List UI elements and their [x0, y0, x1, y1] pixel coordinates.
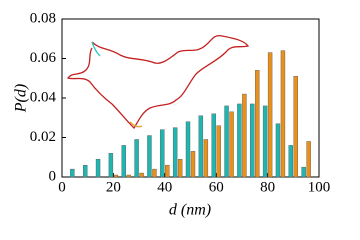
bar: [198, 115, 204, 178]
y-axis-label: P(d): [13, 84, 30, 113]
bar: [185, 121, 191, 178]
bar: [121, 145, 126, 178]
y-tick-label: 0: [49, 168, 57, 184]
bar: [203, 139, 209, 178]
x-tick-label: 100: [308, 179, 331, 195]
x-tick-label: 60: [209, 179, 224, 195]
bar: [280, 50, 286, 178]
bar: [113, 174, 119, 178]
bar: [224, 105, 229, 178]
bar: [275, 123, 281, 178]
bar: [82, 164, 88, 178]
y-tick-label: 0.06: [30, 50, 57, 66]
bar: [306, 141, 311, 178]
bar: [147, 135, 152, 178]
bar: [95, 159, 101, 178]
bar: [216, 125, 221, 178]
x-axis-label: d (nm): [169, 202, 211, 219]
bar: [229, 111, 234, 178]
bar: [160, 129, 165, 178]
bar: [139, 172, 144, 178]
y-tick-label: 0.08: [30, 10, 56, 26]
bar: [288, 145, 293, 178]
bar: [211, 113, 216, 178]
bar: [267, 52, 273, 178]
bar: [250, 103, 255, 178]
bar: [177, 159, 183, 178]
plot-frame: [61, 18, 320, 178]
bar: [134, 139, 139, 178]
x-tick-label: 20: [106, 179, 121, 195]
bar: [262, 105, 268, 178]
x-tick-label: 0: [58, 179, 66, 195]
bar: [237, 103, 242, 178]
bar: [152, 168, 157, 178]
bar: [126, 174, 131, 178]
bar: [70, 168, 75, 178]
bar: [293, 76, 298, 178]
bar: [108, 153, 114, 178]
x-tick-label: 80: [260, 179, 275, 195]
inset-trace: [66, 34, 250, 130]
y-tick-label: 0.02: [30, 129, 56, 145]
bar: [301, 166, 306, 178]
bar: [190, 151, 196, 178]
bar: [242, 93, 247, 178]
bar: [172, 127, 178, 178]
bar: [255, 70, 260, 178]
y-tick-label: 0.04: [30, 89, 57, 105]
x-tick-label: 40: [157, 179, 172, 195]
bar: [165, 164, 170, 178]
